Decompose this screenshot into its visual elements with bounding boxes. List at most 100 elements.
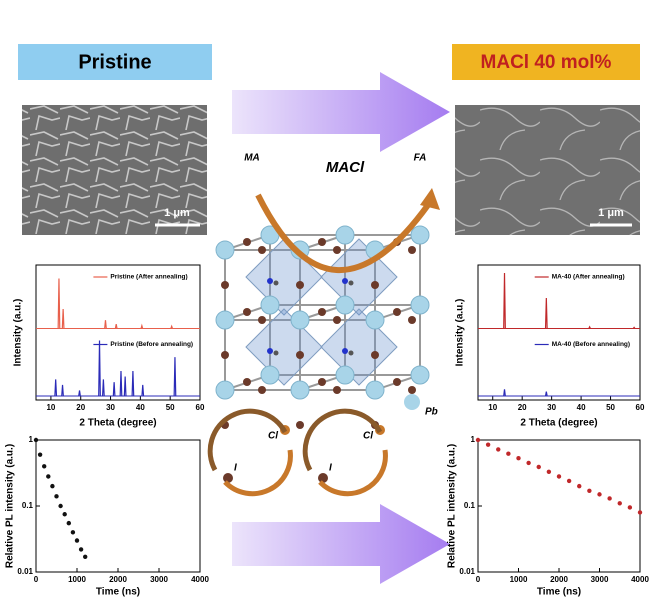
x-tick-label: 4000 — [191, 575, 209, 584]
data-point — [607, 496, 612, 501]
i-atom — [318, 473, 328, 483]
peak — [131, 371, 135, 397]
data-point — [556, 474, 562, 479]
x-tick-label: 60 — [636, 403, 645, 412]
data-point — [577, 483, 582, 489]
scale-label: 1 μm — [598, 207, 624, 219]
header-box — [452, 44, 640, 80]
arrow — [232, 504, 450, 584]
data-point — [516, 455, 521, 461]
halide-atom — [296, 421, 304, 429]
x-tick-label: 30 — [106, 403, 115, 412]
halide-atom — [408, 246, 416, 254]
data-point — [485, 442, 491, 447]
data-point — [617, 501, 622, 506]
data-point — [78, 547, 84, 552]
halide-atom — [296, 351, 304, 359]
y-tick-label: 0.1 — [464, 501, 476, 510]
x-tick-label: 0 — [34, 575, 39, 584]
pb-atom — [215, 380, 235, 400]
y-tick-label: 0.1 — [22, 501, 34, 510]
data-point — [54, 494, 59, 499]
peak — [141, 384, 145, 397]
molecule — [273, 350, 279, 356]
halide-atom — [243, 378, 251, 386]
data-point — [627, 505, 633, 510]
pb-atom — [290, 380, 310, 400]
sem-image — [22, 105, 207, 235]
x-axis-label: 2 Theta (degree) — [520, 418, 597, 429]
x-tick-label: 2000 — [109, 575, 127, 584]
pb-atom — [215, 240, 235, 260]
halide-atom — [333, 246, 341, 254]
peak — [140, 323, 144, 329]
halide-atom — [221, 281, 229, 289]
cycle-arrow — [318, 449, 388, 497]
pb-atom — [410, 225, 430, 245]
molecule — [273, 280, 279, 286]
ion-label: Pb — [425, 407, 438, 418]
plot-frame — [35, 264, 201, 401]
molecule — [267, 348, 273, 354]
x-tick-label: 60 — [196, 403, 205, 412]
x-tick-label: 1000 — [68, 575, 86, 584]
data-point — [58, 503, 63, 509]
arrow — [232, 72, 450, 152]
pb-atom — [335, 225, 355, 245]
halide-atom — [243, 238, 251, 246]
pb-atom — [290, 310, 310, 330]
halide-atom — [258, 246, 266, 254]
ion-label: Cl — [363, 431, 373, 442]
peak — [503, 272, 506, 329]
ion-label: I — [329, 463, 332, 474]
halide-atom — [258, 316, 266, 324]
peak — [78, 390, 81, 397]
halide-atom — [221, 351, 229, 359]
data-point — [33, 437, 39, 443]
plot-frame — [477, 264, 641, 401]
pb-atom — [365, 310, 385, 330]
data-point — [587, 488, 592, 493]
halide-atom — [296, 281, 304, 289]
cycle-arrow — [223, 449, 293, 497]
molecule — [342, 348, 348, 354]
peak — [544, 391, 548, 397]
data-point — [496, 447, 501, 452]
data-point — [50, 483, 55, 489]
peak — [632, 326, 636, 329]
i-atom — [223, 473, 233, 483]
pb-atom — [260, 295, 280, 315]
y-axis-label: Relative PL intensity (a.u.) — [447, 444, 458, 568]
halide-atom — [371, 351, 379, 359]
peak — [54, 379, 58, 397]
peak — [61, 309, 65, 329]
cycle-arrow — [207, 408, 288, 472]
cycle-arrow — [302, 408, 383, 472]
data-point — [37, 452, 43, 457]
peak — [123, 376, 127, 397]
crystal-structure — [215, 225, 430, 483]
pb-atom — [365, 380, 385, 400]
arrow-label: MACl — [326, 159, 365, 176]
pb-atom — [410, 295, 430, 315]
halide-atom — [258, 386, 266, 394]
x-tick-label: 20 — [76, 403, 85, 412]
data-point — [546, 469, 552, 474]
peak — [544, 297, 548, 329]
data-point — [83, 554, 88, 559]
x-tick-label: 0 — [476, 575, 481, 584]
x-tick-label: 50 — [606, 403, 615, 412]
pb-atom — [260, 365, 280, 385]
peak — [503, 389, 506, 397]
pb-atom — [404, 394, 420, 410]
legend-label: MA-40 (After annealing) — [552, 274, 625, 281]
y-tick-label: 1 — [471, 435, 476, 444]
pb-atom — [215, 310, 235, 330]
molecule — [267, 278, 273, 284]
halide-atom — [318, 308, 326, 316]
molecule — [348, 350, 354, 356]
ion-label: Cl — [268, 431, 278, 442]
plot-frame — [477, 439, 641, 573]
data-point — [526, 460, 531, 466]
